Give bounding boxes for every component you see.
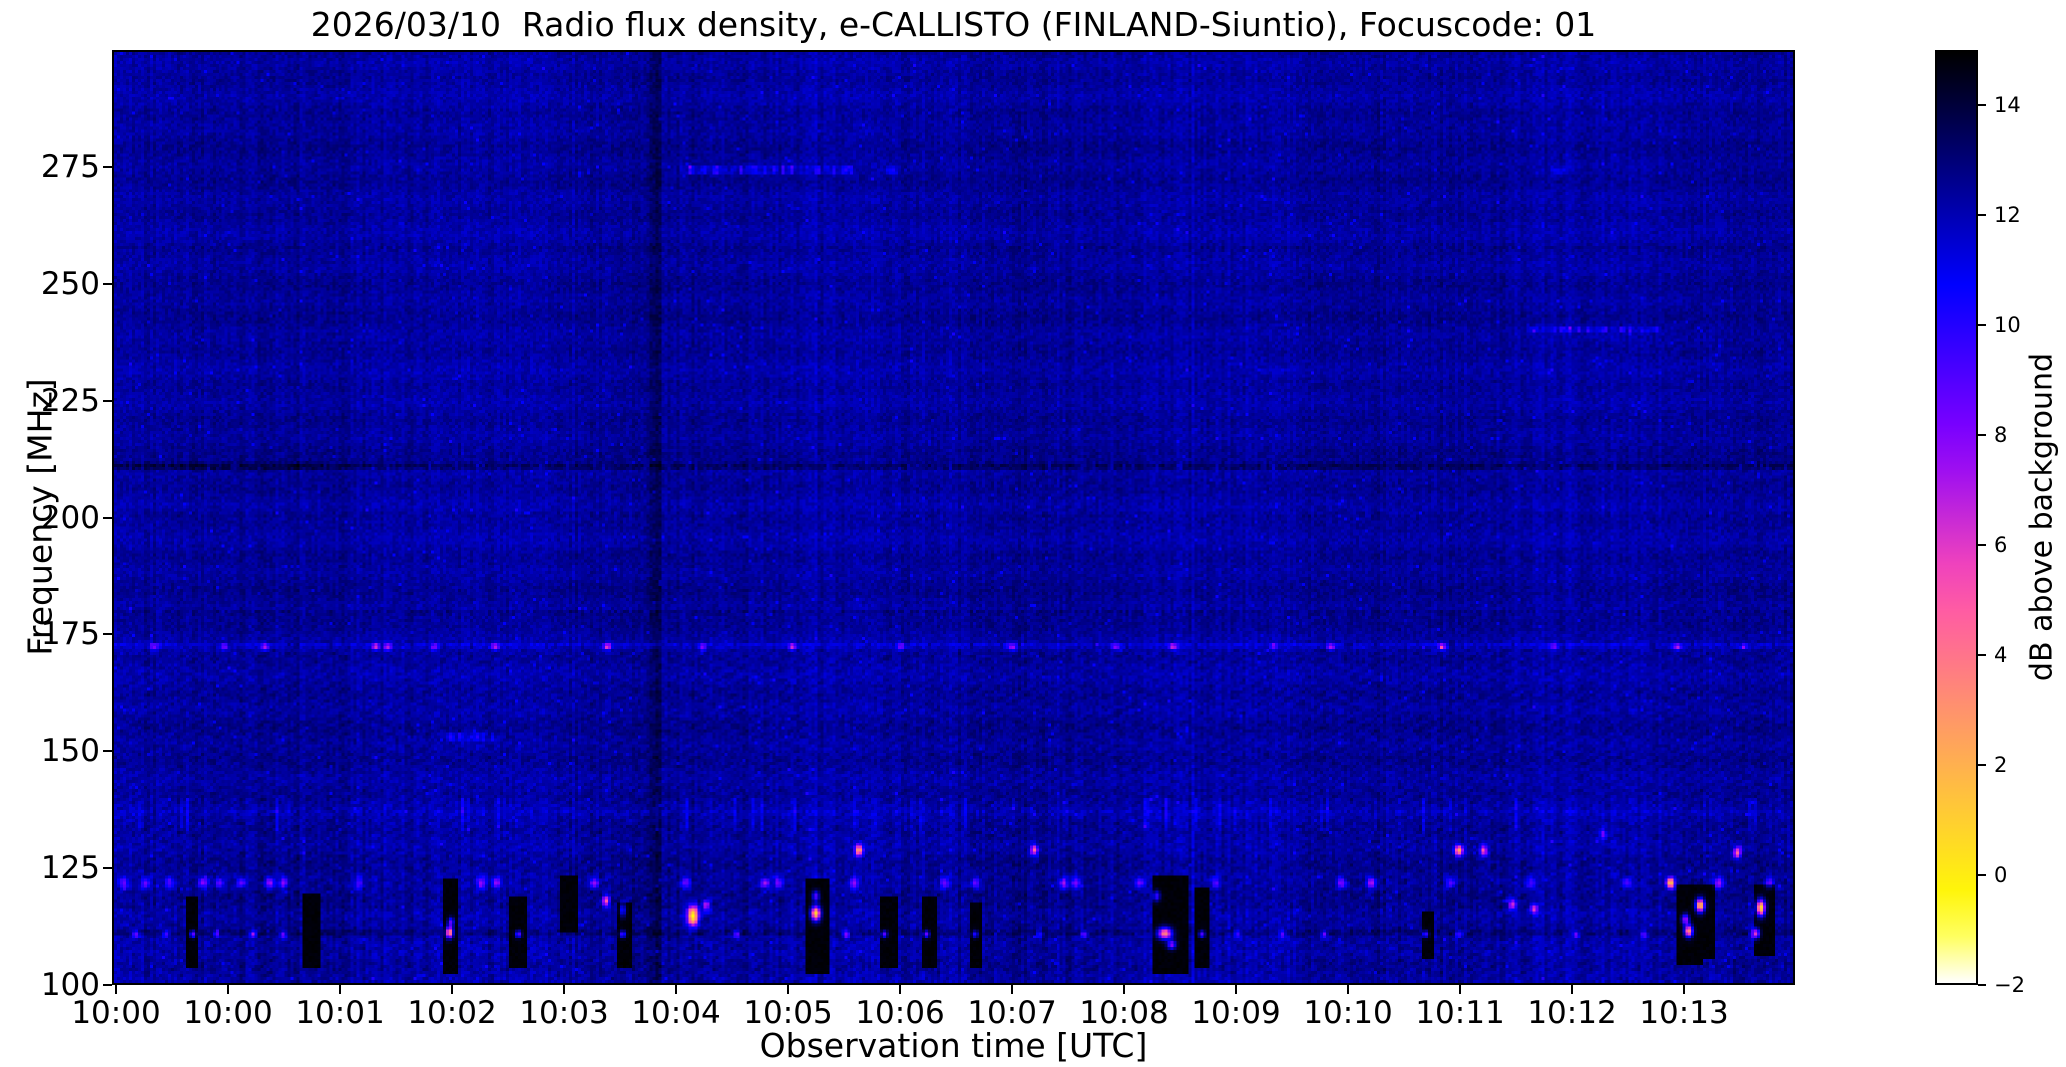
y-tick-label: 125 [40,850,100,887]
x-tick-label: 10:01 [295,995,385,1031]
x-tick-label: 10:09 [1191,995,1281,1031]
colorbar-tick-label: 0 [1994,863,2008,887]
colorbar-tick-mark [1978,654,1986,656]
y-tick-mark [103,750,112,753]
colorbar-tick-mark [1978,984,1986,986]
colorbar-tick-label: 8 [1994,423,2008,447]
x-tick-label: 10:07 [967,995,1057,1031]
x-tick-label: 10:11 [1415,995,1505,1031]
x-tick-mark [1683,985,1685,994]
x-tick-mark [1571,985,1573,994]
x-tick-mark [787,985,789,994]
x-tick-label: 10:03 [519,995,609,1031]
colorbar-tick-mark [1978,214,1986,216]
x-tick-label: 10:08 [1079,995,1169,1031]
y-axis-label: Frequency [MHz] [20,378,60,656]
y-tick-mark [103,984,112,986]
colorbar-label: dB above background [2024,352,2060,682]
x-tick-mark [1011,985,1013,994]
x-tick-mark [899,985,901,994]
colorbar-tick-mark [1978,544,1986,546]
x-tick-mark [1459,985,1461,994]
x-tick-label: 10:04 [631,995,721,1031]
colorbar-tick-mark [1978,104,1986,106]
x-tick-mark [339,985,341,994]
x-tick-mark [675,985,677,994]
x-tick-label: 10:12 [1527,995,1617,1031]
x-tick-label: 10:02 [407,995,497,1031]
y-tick-label: 175 [40,616,100,653]
y-tick-label: 275 [40,148,100,185]
x-tick-label: 10:00 [183,995,273,1031]
y-tick-mark [103,399,112,402]
colorbar-tick-mark [1978,434,1986,436]
colorbar-tick-mark [1978,324,1986,326]
spectrogram-canvas [114,52,1793,983]
x-tick-mark [451,985,453,994]
colorbar-tick-mark [1978,764,1986,766]
y-tick-label: 100 [40,967,100,1003]
x-tick-mark [1123,985,1125,994]
y-tick-label: 225 [40,382,100,419]
colorbar-tick-label: 14 [1994,93,2021,117]
x-tick-mark [1347,985,1349,994]
colorbar-tick-label: −2 [1994,973,2025,997]
y-tick-mark [103,282,112,285]
x-tick-label: 10:13 [1639,995,1729,1031]
plot-area [112,50,1795,985]
x-axis-label: Observation time [UTC] [759,1026,1148,1065]
y-tick-label: 150 [40,733,100,770]
colorbar-tick-mark [1978,874,1986,876]
x-tick-mark [563,985,565,994]
y-tick-mark [103,165,112,168]
x-tick-label: 10:10 [1303,995,1393,1031]
y-tick-mark [103,633,112,636]
chart-title: 2026/03/10 Radio flux density, e-CALLIST… [310,5,1597,44]
y-tick-mark [103,516,112,519]
colorbar-tick-label: 10 [1994,313,2021,337]
x-tick-label: 10:00 [71,995,161,1031]
x-tick-label: 10:05 [743,995,833,1031]
x-tick-mark [227,985,229,994]
x-tick-mark [115,985,117,994]
colorbar-tick-label: 6 [1994,533,2008,557]
y-tick-label: 200 [40,499,100,536]
colorbar-tick-label: 2 [1994,753,2008,777]
y-tick-mark [103,867,112,870]
colorbar-tick-label: 4 [1994,643,2008,667]
x-tick-label: 10:06 [855,995,945,1031]
y-tick-label: 250 [40,265,100,302]
colorbar [1935,50,1978,985]
x-tick-mark [1235,985,1237,994]
colorbar-tick-label: 12 [1994,203,2021,227]
